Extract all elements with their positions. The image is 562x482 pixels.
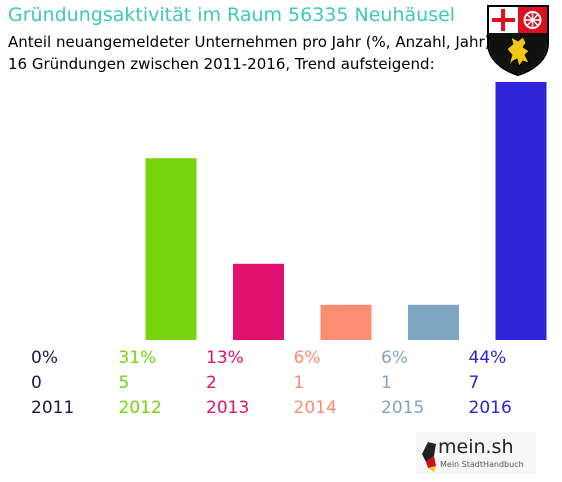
count-label-2012: 5 bbox=[119, 373, 130, 393]
bar-2015 bbox=[408, 304, 459, 340]
bar-2013 bbox=[233, 263, 284, 340]
chart-subtitle: Anteil neuangemeldeter Unternehmen pro J… bbox=[8, 33, 491, 51]
count-label-2015: 1 bbox=[381, 373, 392, 393]
bar-chart: 0% 0 2011 31% 5 2012 13% 2 2013 6% 1 2014 6% 1 2015 44%… bbox=[31, 82, 547, 418]
bar-2016 bbox=[495, 82, 547, 340]
count-label-2014: 1 bbox=[294, 373, 305, 393]
year-label-2012: 2012 bbox=[119, 398, 162, 418]
year-label-2014: 2014 bbox=[294, 398, 337, 418]
percent-label-2015: 6% bbox=[381, 348, 408, 368]
count-label-2016: 7 bbox=[469, 373, 480, 393]
percent-label-2012: 31% bbox=[119, 348, 157, 368]
bar-2012 bbox=[145, 158, 197, 340]
year-label-2015: 2015 bbox=[381, 398, 424, 418]
coat-of-arms-icon bbox=[487, 5, 549, 77]
percent-label-2011: 0% bbox=[31, 348, 58, 368]
bar-2014 bbox=[320, 304, 372, 340]
logo-text: mein.sh bbox=[438, 436, 514, 458]
year-label-2016: 2016 bbox=[469, 398, 512, 418]
chart-title: Gründungsaktivität im Raum 56335 Neuhäus… bbox=[8, 4, 456, 26]
chart-summary: 16 Gründungen zwischen 2011-2016, Trend … bbox=[8, 55, 435, 73]
logo-subtitle: Mein StadtHandbuch bbox=[440, 460, 524, 469]
logo-icon bbox=[416, 432, 536, 474]
count-label-2013: 2 bbox=[206, 373, 217, 393]
percent-label-2014: 6% bbox=[294, 348, 321, 368]
count-label-2011: 0 bbox=[31, 373, 42, 393]
year-label-2013: 2013 bbox=[206, 398, 249, 418]
year-label-2011: 2011 bbox=[31, 398, 74, 418]
percent-label-2013: 13% bbox=[206, 348, 244, 368]
percent-label-2016: 44% bbox=[469, 348, 507, 368]
